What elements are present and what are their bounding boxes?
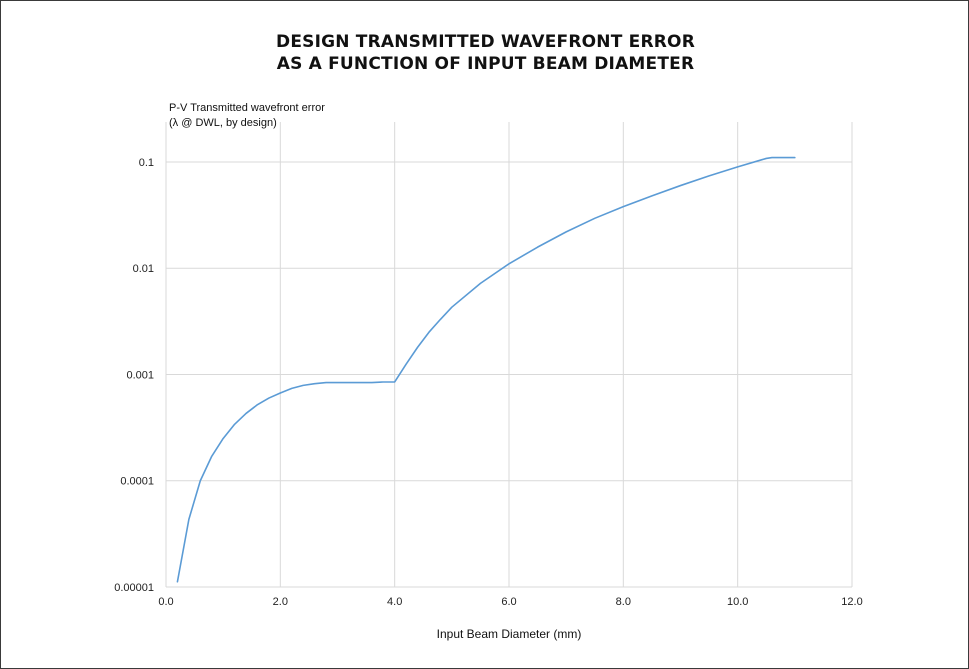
y-axis-label-line-2: (λ @ DWL, by design) (169, 117, 277, 129)
x-tick-label: 8.0 (616, 596, 631, 608)
y-tick-label: 0.0001 (120, 476, 154, 488)
x-axis-label: Input Beam Diameter (mm) (437, 627, 582, 641)
y-tick-labels: 0.00001 0.0001 0.001 0.01 0.1 (114, 157, 154, 594)
x-tick-label: 4.0 (387, 596, 402, 608)
y-gridlines (166, 161, 852, 588)
y-tick-label: 0.01 (133, 263, 154, 275)
x-tick-label: 6.0 (501, 596, 516, 608)
y-tick-label: 0.001 (126, 369, 154, 381)
chart-title: DESIGN TRANSMITTED WAVEFRONT ERROR AS A … (1, 31, 969, 75)
x-tick-label: 10.0 (727, 596, 748, 608)
chart-title-line-1: DESIGN TRANSMITTED WAVEFRONT ERROR (276, 32, 695, 52)
y-tick-label: 0.00001 (114, 582, 154, 594)
y-tick-label: 0.1 (139, 157, 154, 169)
x-tick-label: 2.0 (273, 596, 288, 608)
x-tick-labels: 0.0 2.0 4.0 6.0 8.0 10.0 12.0 (158, 596, 862, 608)
series-group (176, 156, 796, 583)
y-axis-label-line-1: P-V Transmitted wavefront error (169, 102, 325, 114)
x-tick-label: 12.0 (841, 596, 862, 608)
x-tick-label: 0.0 (158, 596, 173, 608)
x-gridlines (165, 122, 853, 588)
series-line (176, 156, 796, 583)
chart-title-line-2: AS A FUNCTION OF INPUT BEAM DIAMETER (276, 54, 695, 74)
y-axis-label: P-V Transmitted wavefront error (λ @ DWL… (169, 101, 325, 131)
